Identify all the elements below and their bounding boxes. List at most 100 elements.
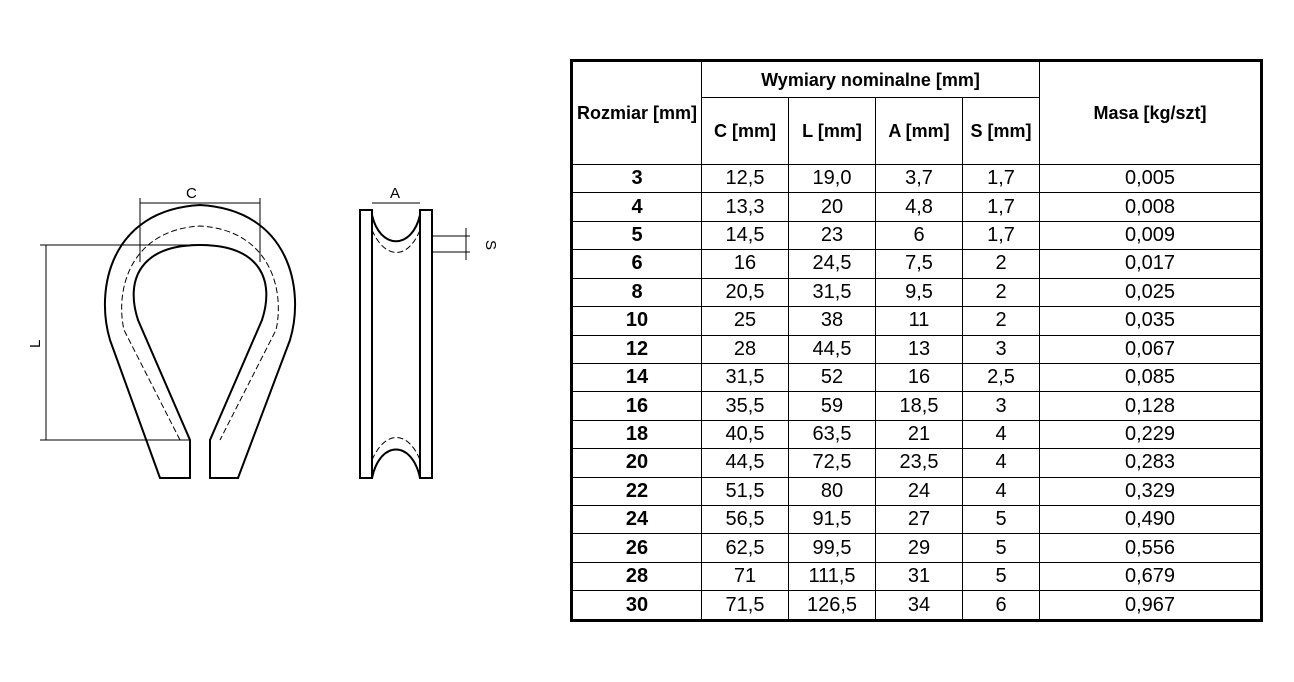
cell-mass: 0,490	[1039, 505, 1262, 535]
cell-mass: 0,556	[1039, 533, 1262, 563]
table-row: 26 62,5 99,5 29 5 0,556	[571, 533, 1262, 563]
cell-l: 20	[788, 192, 876, 222]
cell-s: 2	[962, 277, 1040, 308]
header-a: A [mm]	[875, 97, 963, 165]
table-row: 24 56,5 91,5 27 5 0,490	[571, 505, 1262, 535]
cell-size: 26	[571, 533, 702, 563]
cell-size: 30	[571, 590, 702, 621]
cell-a: 18,5	[875, 391, 963, 421]
header-mass: Masa [kg/szt]	[1039, 60, 1262, 165]
cell-c: 51,5	[701, 476, 789, 507]
cell-mass: 0,025	[1039, 277, 1262, 308]
cell-l: 126,5	[788, 590, 876, 621]
cell-s: 5	[962, 505, 1040, 535]
cell-c: 12,5	[701, 163, 789, 194]
cell-mass: 0,128	[1039, 391, 1262, 421]
cell-l: 19,0	[788, 163, 876, 194]
cell-a: 27	[875, 505, 963, 535]
cell-a: 23,5	[875, 448, 963, 478]
cell-size: 6	[571, 249, 702, 279]
label-s: S	[482, 240, 499, 250]
cell-s: 2	[962, 249, 1040, 279]
cell-mass: 0,008	[1039, 192, 1262, 222]
table-row: 6 16 24,5 7,5 2 0,017	[571, 249, 1262, 279]
cell-c: 44,5	[701, 448, 789, 478]
thimble-outer-outline	[103, 203, 297, 479]
cell-s: 2	[962, 306, 1040, 336]
cell-l: 44,5	[788, 334, 876, 364]
thimble-groove-dashed	[121, 225, 279, 441]
header-l: L [mm]	[788, 97, 876, 165]
cell-size: 3	[571, 163, 702, 194]
header-size: Rozmiar [mm]	[571, 60, 702, 165]
label-l: L	[27, 340, 44, 348]
thimble-side-outline	[359, 209, 433, 479]
cell-a: 11	[875, 306, 963, 336]
thimble-drawing: C L A S	[27, 185, 499, 479]
table-row: 12 28 44,5 13 3 0,067	[571, 334, 1262, 364]
cell-s: 4	[962, 448, 1040, 478]
cell-l: 24,5	[788, 249, 876, 279]
table-row: 8 20,5 31,5 9,5 2 0,025	[571, 277, 1262, 308]
cell-l: 111,5	[788, 561, 876, 592]
cell-mass: 0,229	[1039, 419, 1262, 450]
cell-a: 24	[875, 476, 963, 507]
cell-s: 4	[962, 419, 1040, 450]
table-row: 18 40,5 63,5 21 4 0,229	[571, 419, 1262, 450]
cell-a: 6	[875, 220, 963, 251]
cell-s: 4	[962, 476, 1040, 507]
cell-mass: 0,067	[1039, 334, 1262, 364]
table-row: 28 71 111,5 31 5 0,679	[571, 561, 1262, 592]
table-row: 30 71,5 126,5 34 6 0,967	[571, 590, 1262, 621]
cell-c: 71	[701, 561, 789, 592]
cell-size: 22	[571, 476, 702, 507]
cell-size: 12	[571, 334, 702, 364]
cell-s: 5	[962, 561, 1040, 592]
header-nominal-dimensions: Wymiary nominalne [mm]	[701, 60, 1040, 98]
cell-l: 59	[788, 391, 876, 421]
cell-size: 18	[571, 419, 702, 450]
table-row: 10 25 38 11 2 0,035	[571, 306, 1262, 336]
cell-c: 14,5	[701, 220, 789, 251]
cell-c: 71,5	[701, 590, 789, 621]
cell-c: 35,5	[701, 391, 789, 421]
cell-s: 5	[962, 533, 1040, 563]
cell-l: 52	[788, 362, 876, 393]
cell-l: 23	[788, 220, 876, 251]
cell-mass: 0,967	[1039, 590, 1262, 621]
cell-s: 1,7	[962, 220, 1040, 251]
cell-size: 24	[571, 505, 702, 535]
cell-a: 16	[875, 362, 963, 393]
cell-a: 21	[875, 419, 963, 450]
cell-l: 31,5	[788, 277, 876, 308]
cell-s: 6	[962, 590, 1040, 621]
cell-mass: 0,009	[1039, 220, 1262, 251]
cell-mass: 0,085	[1039, 362, 1262, 393]
table-row: 14 31,5 52 16 2,5 0,085	[571, 362, 1262, 393]
cell-l: 80	[788, 476, 876, 507]
cell-a: 3,7	[875, 163, 963, 194]
cell-c: 28	[701, 334, 789, 364]
cell-a: 29	[875, 533, 963, 563]
header-c: C [mm]	[701, 97, 789, 165]
cell-s: 3	[962, 391, 1040, 421]
label-a: A	[390, 185, 400, 202]
cell-c: 16	[701, 249, 789, 279]
table-row: 3 12,5 19,0 3,7 1,7 0,005	[571, 163, 1262, 194]
cell-c: 40,5	[701, 419, 789, 450]
table-row: 5 14,5 23 6 1,7 0,009	[571, 220, 1262, 251]
cell-size: 16	[571, 391, 702, 421]
cell-c: 56,5	[701, 505, 789, 535]
table-row: 22 51,5 80 24 4 0,329	[571, 476, 1262, 507]
cell-c: 25	[701, 306, 789, 336]
cell-mass: 0,035	[1039, 306, 1262, 336]
cell-a: 7,5	[875, 249, 963, 279]
cell-a: 31	[875, 561, 963, 592]
cell-mass: 0,017	[1039, 249, 1262, 279]
cell-mass: 0,005	[1039, 163, 1262, 194]
cell-l: 91,5	[788, 505, 876, 535]
cell-size: 8	[571, 277, 702, 308]
cell-mass: 0,283	[1039, 448, 1262, 478]
table-row: 16 35,5 59 18,5 3 0,128	[571, 391, 1262, 421]
table-row: 4 13,3 20 4,8 1,7 0,008	[571, 192, 1262, 222]
